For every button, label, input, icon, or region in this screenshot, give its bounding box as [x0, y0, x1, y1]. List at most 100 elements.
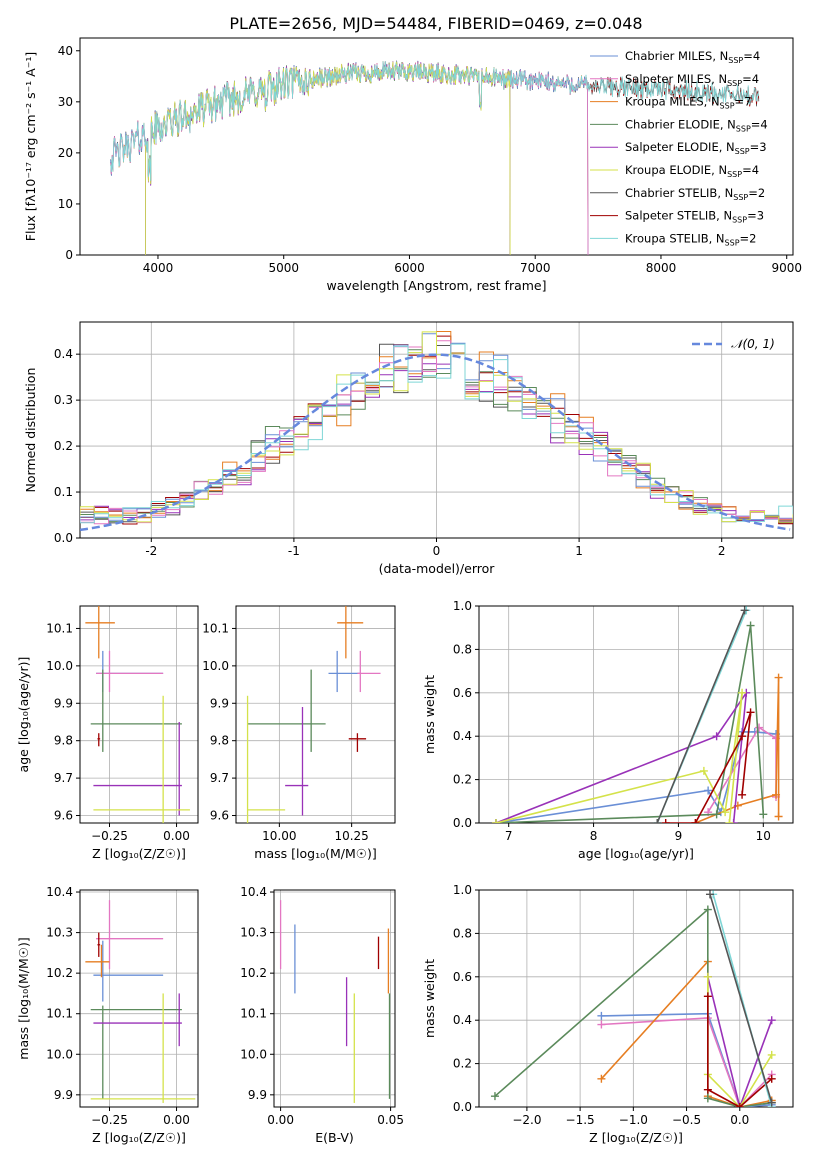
y-tick-label: 20 — [58, 146, 73, 160]
weight-point — [597, 1011, 606, 1020]
weight-point — [661, 819, 670, 823]
y-axis-label: mass weight — [422, 959, 437, 1038]
legend-sub: SSP — [732, 216, 747, 225]
legend-suffix: =7 — [735, 95, 752, 109]
y-tick-label: 9.7 — [54, 771, 73, 785]
panel-4: 10.00 10.25 9.6 9.7 9.8 9.9 10.0 10.1 mass [log₁… — [202, 605, 396, 861]
x-axis-label: age [log₁₀(age/yr)] — [578, 846, 694, 861]
spectrum-line-9 — [110, 61, 760, 182]
x-tick-label: 0.00 — [267, 1113, 294, 1127]
panel-7: 0.00 0.05 9.9 10.0 10.1 10.2 10.3 10.4 E(B-V) — [240, 885, 404, 1145]
spectrum-line-3 — [110, 61, 589, 255]
spectrum-line-1 — [110, 60, 589, 255]
plot-area — [85, 900, 196, 1103]
figure-title: PLATE=2656, MJD=54484, FIBERID=0469, z=0… — [229, 14, 642, 33]
weight-line-7 — [707, 996, 773, 1107]
weight-point — [703, 1085, 712, 1094]
x-axis-label: wavelength [Angstrom, rest frame] — [326, 278, 546, 293]
legend-normal-label: 𝒩(0, 1) — [731, 337, 775, 351]
y-axis-label: mass [log₁₀(M/M☉)] — [16, 937, 31, 1059]
weight-point — [653, 819, 662, 823]
x-tick-label: 10.25 — [334, 829, 368, 843]
x-axis-label: mass [log₁₀(M/M☉)] — [254, 846, 376, 861]
y-tick-label: 10.0 — [202, 659, 229, 673]
y-tick-label: 10.0 — [46, 1047, 73, 1061]
y-tick-label: 10.4 — [46, 885, 73, 899]
y-tick-label: 1.0 — [453, 883, 472, 897]
y-tick-label: 10.1 — [240, 1007, 267, 1021]
x-tick-label: 2 — [718, 544, 726, 558]
x-tick-label: 8000 — [646, 261, 677, 275]
axes-frame — [79, 37, 794, 256]
weight-point — [767, 1050, 776, 1059]
x-tick-label: 0.05 — [377, 1113, 404, 1127]
weight-point — [759, 810, 768, 819]
y-tick-label: 0.6 — [453, 686, 472, 700]
legend-sub: SSP — [725, 238, 740, 247]
axes-frame — [79, 605, 199, 824]
y-tick-label: 1.0 — [453, 599, 472, 613]
legend-name: Salpeter ELODIE, N — [625, 140, 735, 154]
weight-line-4 — [495, 625, 765, 823]
y-tick-label: 0.4 — [453, 1013, 472, 1027]
x-tick-label: −1.0 — [619, 1113, 648, 1127]
weight-line-9 — [709, 894, 773, 1103]
x-tick-label: 7 — [505, 829, 513, 843]
x-axis-label: Z [log₁₀(Z/Z☉)] — [589, 1130, 683, 1145]
weight-point — [703, 972, 712, 981]
x-tick-label: 9 — [675, 829, 683, 843]
legend-label-3: Kroupa MILES, NSSP=7 — [625, 95, 751, 111]
y-tick-label: 0.4 — [54, 347, 73, 361]
legend-sub: SSP — [733, 193, 748, 202]
legend-suffix: =4 — [743, 49, 760, 63]
y-tick-label: 0.2 — [453, 1057, 472, 1071]
y-tick-label: 10.1 — [202, 621, 229, 635]
plot-area — [490, 890, 776, 1107]
axes-frame — [79, 889, 199, 1108]
y-tick-label: 0.1 — [54, 485, 73, 499]
weight-point — [767, 1098, 776, 1107]
normal-curve — [80, 353, 791, 532]
y-tick-label: 0.0 — [453, 816, 472, 830]
x-tick-label: 0.00 — [163, 1113, 190, 1127]
legend-name: Salpeter STELIB, N — [625, 209, 732, 223]
y-tick-label: 30 — [58, 95, 73, 109]
plot-area — [110, 60, 760, 255]
x-axis-label: E(B-V) — [315, 1130, 354, 1145]
weight-line-5 — [707, 976, 773, 1107]
weight-point — [491, 819, 500, 823]
weight-point — [704, 786, 713, 795]
y-tick-label: 0.2 — [453, 773, 472, 787]
y-tick-label: 9.9 — [210, 696, 229, 710]
plot-area — [491, 606, 783, 823]
legend-suffix: =4 — [742, 72, 759, 86]
weight-point — [746, 708, 755, 717]
x-tick-label: 4000 — [143, 261, 174, 275]
weight-point — [703, 992, 712, 1001]
legend-name: Salpeter MILES, N — [625, 72, 727, 86]
x-tick-label: 7000 — [520, 261, 551, 275]
y-tick-label: 10 — [58, 197, 73, 211]
plot-area — [246, 606, 381, 823]
legend-suffix: =3 — [750, 140, 767, 154]
x-axis-label: Z [log₁₀(Z/Z☉)] — [92, 1130, 186, 1145]
y-tick-label: 0.3 — [54, 393, 73, 407]
legend-name: Kroupa MILES, N — [625, 95, 720, 109]
y-tick-label: 10.1 — [46, 621, 73, 635]
y-tick-label: 10.2 — [46, 966, 73, 980]
weight-point — [738, 732, 747, 741]
y-axis-label: age [log₁₀(age/yr)] — [16, 657, 31, 773]
x-tick-label: 8 — [590, 829, 598, 843]
y-tick-label: 0.0 — [54, 531, 73, 545]
plot-area — [80, 331, 793, 532]
weight-point — [738, 790, 747, 799]
legend-sub: SSP — [720, 102, 735, 111]
x-tick-label: -1 — [288, 544, 300, 558]
y-tick-label: 9.8 — [54, 734, 73, 748]
weight-point — [738, 688, 747, 697]
y-tick-label: 9.6 — [210, 809, 229, 823]
legend-suffix: =2 — [740, 231, 757, 245]
y-tick-label: 0.2 — [54, 439, 73, 453]
weight-point — [597, 1074, 606, 1083]
axes-frame — [273, 889, 396, 1108]
